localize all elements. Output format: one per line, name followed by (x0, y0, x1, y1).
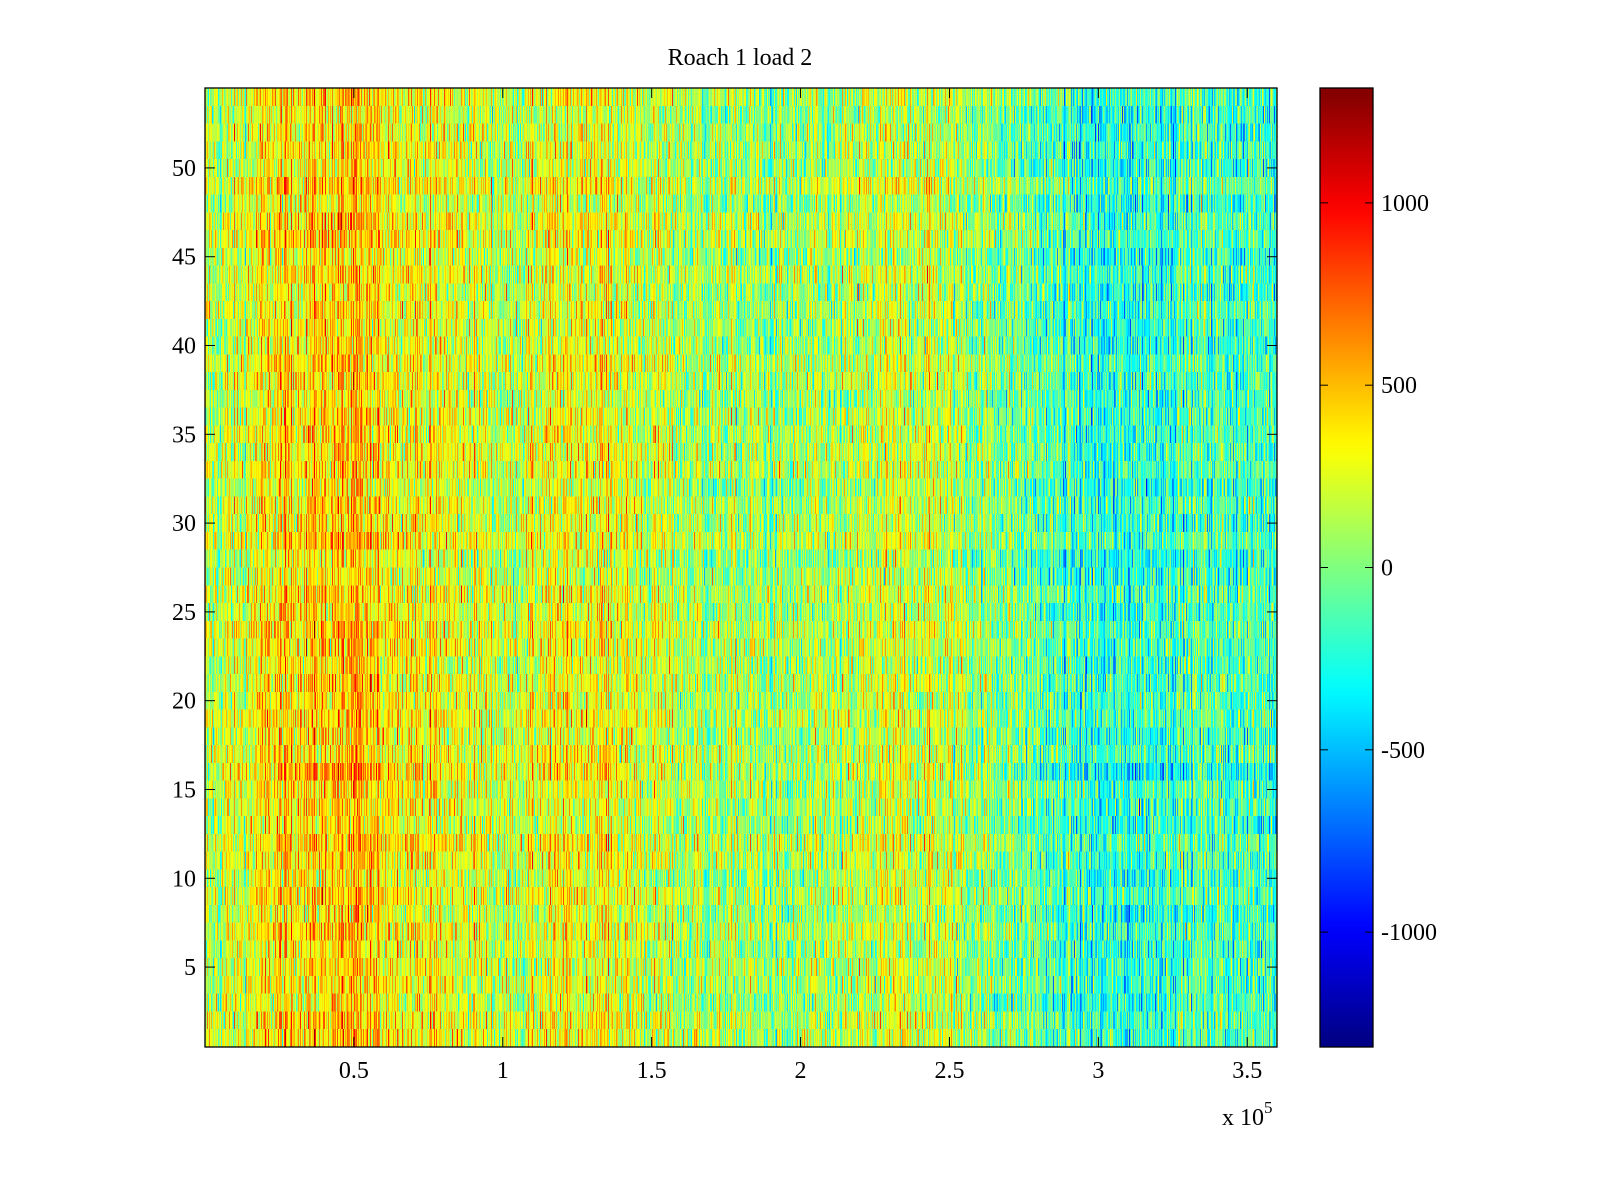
y-tick-label: 10 (172, 866, 196, 892)
y-tick-label: 20 (172, 689, 196, 715)
y-tick-label: 45 (172, 245, 196, 271)
colorbar-tick-label: -500 (1381, 738, 1425, 764)
y-tick-label: 30 (172, 511, 196, 537)
colorbar (1320, 88, 1373, 1047)
x-exponent-label: x 105 (1222, 1098, 1273, 1131)
plot-frame (204, 87, 1278, 1048)
y-tick-label: 35 (172, 422, 196, 448)
colorbar-tick-label: 500 (1381, 373, 1417, 399)
x-tick-label: 1 (497, 1058, 509, 1084)
x-tick-label: 1.5 (637, 1058, 667, 1084)
x-tick-label: 0.5 (339, 1058, 369, 1084)
colorbar-tick-label: 0 (1381, 556, 1393, 582)
y-tick-label: 40 (172, 334, 196, 360)
y-tick-label: 25 (172, 600, 196, 626)
x-tick-label: 3 (1092, 1058, 1104, 1084)
colorbar-tick-label: -1000 (1381, 920, 1437, 946)
y-tick-label: 5 (184, 955, 196, 981)
chart-title: Roach 1 load 2 (668, 45, 813, 71)
colorbar-tick-label: 1000 (1381, 191, 1429, 217)
y-tick-label: 50 (172, 156, 196, 182)
x-tick-label: 3.5 (1232, 1058, 1262, 1084)
y-tick-label: 15 (172, 777, 196, 803)
heatmap-image (205, 88, 1277, 1047)
x-tick-label: 2.5 (934, 1058, 964, 1084)
x-tick-label: 2 (795, 1058, 807, 1084)
